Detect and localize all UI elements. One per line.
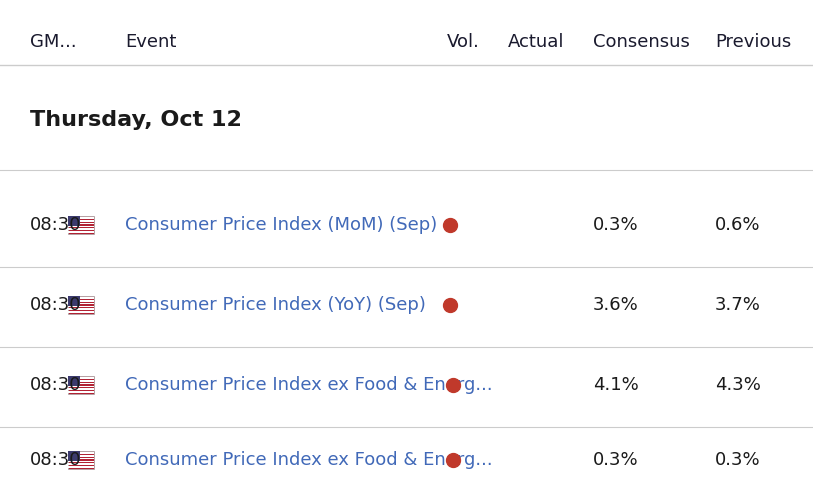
Bar bbox=[68, 380, 94, 381]
Text: 4.1%: 4.1% bbox=[593, 376, 639, 394]
Bar bbox=[68, 452, 94, 454]
Bar bbox=[68, 386, 94, 387]
Bar bbox=[68, 388, 94, 390]
Bar bbox=[68, 377, 94, 379]
Bar bbox=[68, 311, 94, 312]
Text: Previous: Previous bbox=[715, 33, 791, 51]
Bar bbox=[68, 298, 94, 299]
Bar bbox=[68, 300, 94, 302]
Point bbox=[444, 221, 457, 229]
Bar bbox=[68, 229, 94, 230]
Text: 0.3%: 0.3% bbox=[593, 216, 639, 234]
Bar bbox=[68, 466, 94, 468]
Text: Consumer Price Index (MoM) (Sep): Consumer Price Index (MoM) (Sep) bbox=[125, 216, 437, 234]
Bar bbox=[68, 217, 94, 219]
Bar bbox=[68, 455, 94, 456]
Bar bbox=[68, 296, 80, 306]
Point bbox=[446, 456, 459, 464]
Text: Actual: Actual bbox=[508, 33, 564, 51]
Text: Consumer Price Index (YoY) (Sep): Consumer Price Index (YoY) (Sep) bbox=[125, 296, 426, 314]
Bar bbox=[68, 376, 94, 394]
Text: 0.3%: 0.3% bbox=[715, 451, 761, 469]
Bar bbox=[68, 451, 80, 461]
Text: 08:30: 08:30 bbox=[30, 296, 81, 314]
Text: 3.7%: 3.7% bbox=[715, 296, 761, 314]
Bar bbox=[68, 376, 80, 386]
Text: 08:30: 08:30 bbox=[30, 451, 81, 469]
Bar bbox=[68, 226, 94, 227]
Bar bbox=[68, 216, 94, 234]
Bar bbox=[68, 383, 94, 384]
Text: 0.6%: 0.6% bbox=[715, 216, 760, 234]
Text: Vol.: Vol. bbox=[447, 33, 480, 51]
Text: Event: Event bbox=[125, 33, 176, 51]
Text: Consumer Price Index ex Food & Energ...: Consumer Price Index ex Food & Energ... bbox=[125, 376, 493, 394]
Text: Consensus: Consensus bbox=[593, 33, 690, 51]
Bar bbox=[68, 461, 94, 462]
Text: Thursday, Oct 12: Thursday, Oct 12 bbox=[30, 110, 242, 130]
Bar bbox=[68, 309, 94, 310]
Bar bbox=[68, 231, 94, 233]
Bar bbox=[68, 296, 94, 314]
Bar bbox=[68, 216, 80, 226]
Text: GM...: GM... bbox=[30, 33, 76, 51]
Text: 0.3%: 0.3% bbox=[593, 451, 639, 469]
Text: 08:30: 08:30 bbox=[30, 216, 81, 234]
Bar bbox=[68, 220, 94, 222]
Point bbox=[444, 301, 457, 309]
Bar bbox=[68, 303, 94, 305]
Bar bbox=[68, 463, 94, 465]
Text: 08:30: 08:30 bbox=[30, 376, 81, 394]
Text: Consumer Price Index ex Food & Energ...: Consumer Price Index ex Food & Energ... bbox=[125, 451, 493, 469]
Bar bbox=[68, 458, 94, 459]
Bar bbox=[68, 223, 94, 224]
Text: 4.3%: 4.3% bbox=[715, 376, 761, 394]
Bar bbox=[68, 306, 94, 307]
Bar bbox=[68, 451, 94, 469]
Text: 3.6%: 3.6% bbox=[593, 296, 639, 314]
Bar bbox=[68, 391, 94, 393]
Point bbox=[446, 381, 459, 389]
